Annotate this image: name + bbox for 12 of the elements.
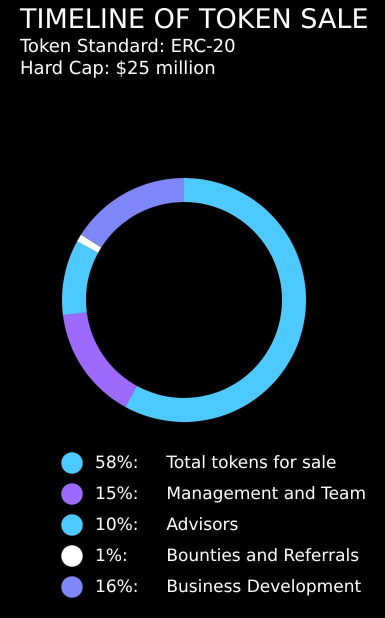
donut-slice bbox=[125, 178, 306, 422]
legend-label: 10%: Advisors bbox=[95, 515, 238, 535]
donut-slice bbox=[80, 178, 184, 248]
legend-label: 58%: Total tokens for sale bbox=[95, 453, 336, 473]
legend-label: 1%: Bounties and Referrals bbox=[95, 546, 360, 566]
donut-slice bbox=[62, 241, 98, 316]
donut-slice bbox=[62, 312, 137, 407]
chart-subtitle: Token Standard: ERC-20 Hard Cap: $25 million bbox=[19, 36, 236, 79]
donut-slice bbox=[77, 234, 102, 253]
legend-label: 15%: Management and Team bbox=[95, 484, 366, 504]
chart-title: TIMELINE OF TOKEN SALE bbox=[19, 4, 369, 35]
legend-label: 16%: Business Development bbox=[95, 577, 362, 597]
